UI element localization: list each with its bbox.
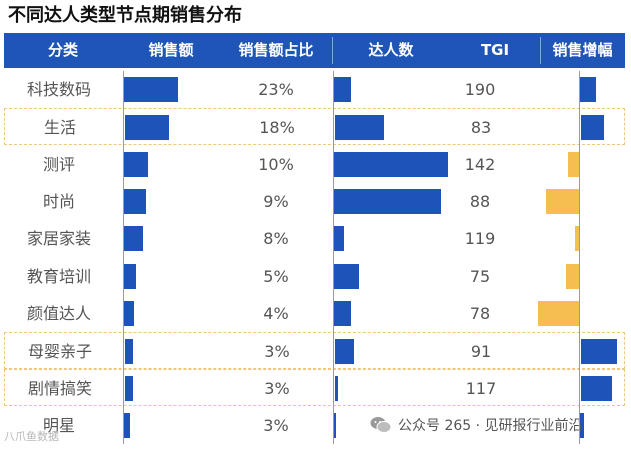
table-row: 家居家装 8% 119 (4, 220, 625, 257)
row-share: 10% (258, 154, 294, 174)
sales-bar (124, 188, 146, 214)
table-row: 颜值达人 4% 78 (4, 295, 625, 332)
influencers-bar (334, 188, 442, 214)
row-tgi: 91 (470, 342, 492, 362)
col-header-share: 销售额占比 (238, 41, 314, 59)
table-row: 测评 10% 142 (4, 146, 625, 183)
col-header-tgi: TGI (480, 41, 510, 59)
row-category: 家居家装 (26, 229, 91, 249)
growth-bar (581, 376, 612, 402)
table-header: 分类 销售额 销售额占比 达人数 TGI 销售增幅 (4, 33, 625, 68)
footer-text: 公众号 265 · 见研报行业前沿 (398, 418, 583, 434)
col-header-growth: 销售增幅 (552, 41, 613, 59)
sales-bar (125, 339, 133, 365)
growth-bar (538, 300, 580, 326)
sales-bar (124, 151, 148, 177)
sales-bar (124, 77, 179, 102)
row-tgi: 142 (464, 154, 496, 174)
row-category: 生活 (43, 118, 76, 138)
table-row: 教育培训 5% 75 (4, 258, 625, 295)
row-share: 9% (263, 191, 289, 211)
table-row: 母婴亲子 3% 91 (4, 332, 625, 370)
row-category: 母婴亲子 (27, 342, 92, 362)
growth-bar (546, 188, 580, 214)
row-category: 时尚 (42, 191, 75, 211)
sales-bar (124, 300, 134, 326)
table-row: 明星 3% (4, 407, 625, 444)
row-share: 8% (263, 229, 289, 249)
row-category: 测评 (42, 154, 75, 174)
growth-bar (565, 263, 580, 289)
table-row: 生活 18% 83 (4, 108, 625, 146)
growth-bar (574, 226, 580, 252)
row-tgi: 117 (465, 379, 497, 399)
row-share: 18% (259, 118, 295, 138)
growth-axis (579, 71, 580, 444)
corner-watermark: 八爪鱼数据 (4, 430, 59, 443)
sales-bar (124, 412, 131, 438)
growth-bar (580, 77, 597, 102)
sales-bar (125, 115, 169, 141)
row-tgi: 75 (469, 266, 491, 286)
influencers-bar (335, 339, 355, 365)
influencers-bar (334, 77, 352, 102)
chart-title: 不同达人类型节点期销售分布 (8, 5, 242, 26)
row-tgi: 78 (469, 303, 491, 323)
growth-bar (580, 412, 585, 438)
col-header-category: 分类 (47, 41, 78, 59)
influencers-axis (333, 71, 334, 444)
growth-bar (581, 339, 617, 365)
sales-bar (124, 263, 136, 289)
col-header-influencers: 达人数 (368, 41, 414, 59)
influencers-bar (334, 151, 448, 177)
influencers-bar (335, 115, 385, 141)
influencers-bar (334, 263, 360, 289)
row-category: 教育培训 (26, 266, 91, 286)
row-category: 明星 (42, 415, 75, 435)
sales-axis (123, 71, 124, 444)
row-tgi: 190 (464, 80, 496, 99)
table-row: 剧情搞笑 3% 117 (4, 369, 625, 407)
header-separator (540, 37, 541, 64)
row-share: 23% (258, 80, 294, 99)
growth-bar (581, 115, 605, 141)
col-header-sales: 销售额 (148, 41, 194, 59)
influencers-bar (334, 300, 352, 326)
row-share: 3% (264, 379, 290, 399)
row-share: 5% (263, 266, 289, 286)
growth-bar (568, 151, 580, 177)
influencers-bar (334, 412, 336, 438)
sales-bar (124, 226, 144, 252)
footer-source: 公众号 265 · 见研报行业前沿 (370, 412, 583, 438)
header-separator (332, 37, 333, 64)
row-share: 3% (264, 342, 290, 362)
row-share: 3% (263, 415, 289, 435)
row-category: 剧情搞笑 (27, 379, 92, 399)
wechat-icon (370, 416, 392, 434)
table-row: 科技数码 23% 190 (4, 71, 625, 108)
table-row: 时尚 9% 88 (4, 183, 625, 220)
row-tgi: 88 (469, 191, 491, 211)
row-tgi: 119 (464, 229, 496, 249)
influencers-bar (334, 226, 345, 252)
influencers-bar (335, 376, 339, 402)
row-tgi: 83 (470, 118, 492, 138)
sales-bar (125, 376, 133, 402)
row-category: 科技数码 (26, 80, 91, 99)
row-share: 4% (263, 303, 289, 323)
row-category: 颜值达人 (26, 303, 91, 323)
